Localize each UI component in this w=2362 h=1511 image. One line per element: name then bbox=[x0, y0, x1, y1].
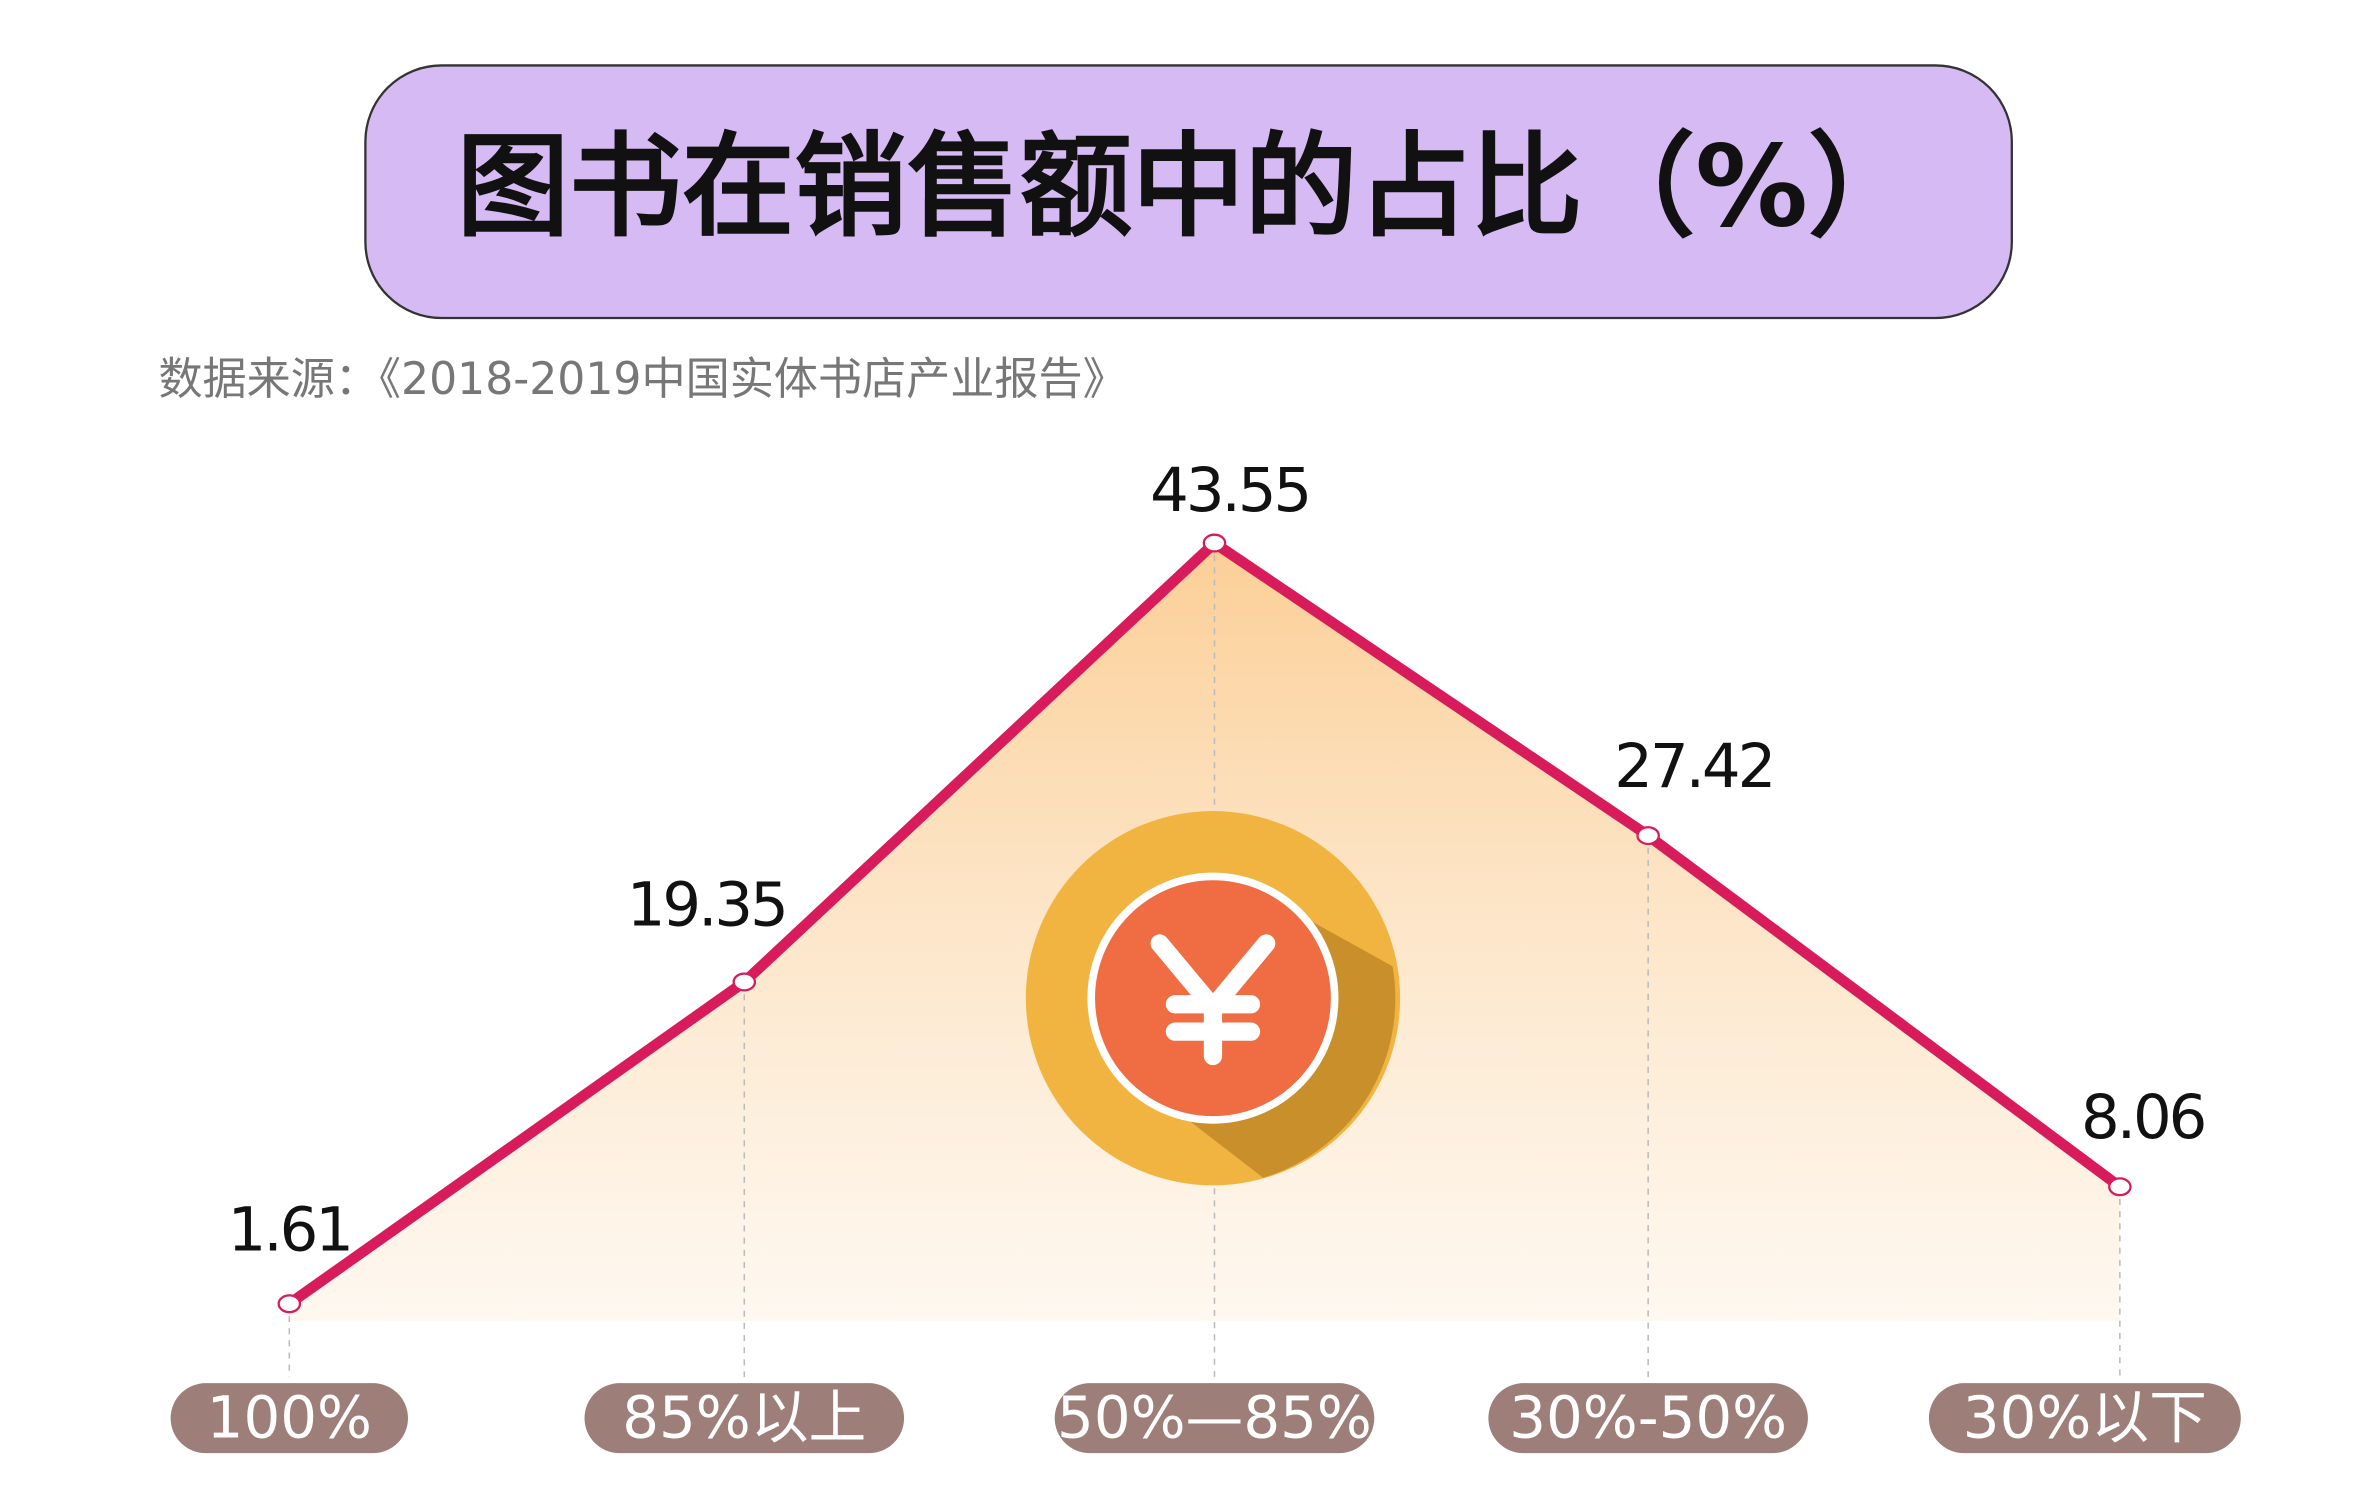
marker bbox=[2108, 1177, 2132, 1197]
category-pill bbox=[584, 1383, 905, 1454]
yen-sign bbox=[1150, 934, 1276, 1066]
category-pill bbox=[1054, 1383, 1375, 1454]
marker bbox=[1202, 533, 1227, 553]
x-tick-label: 30%-50% bbox=[1509, 1383, 1787, 1451]
title-box bbox=[364, 64, 2013, 320]
category-pill bbox=[1488, 1383, 1808, 1454]
data-label: 1.61 bbox=[228, 1195, 351, 1265]
marker bbox=[732, 972, 757, 992]
x-tick-label: 30%以下 bbox=[1963, 1383, 2207, 1451]
x-tick-label: 50%—85% bbox=[1057, 1383, 1372, 1451]
x-tick-label: 85%以上 bbox=[622, 1383, 866, 1451]
x-tick-label: 100% bbox=[207, 1383, 372, 1451]
marker bbox=[1636, 826, 1660, 846]
category-pill bbox=[1928, 1383, 2241, 1454]
data-label: 19.35 bbox=[627, 871, 786, 941]
data-label: 27.42 bbox=[1614, 732, 1773, 802]
data-label: 43.55 bbox=[1150, 456, 1309, 526]
chart-title: 图书在销售额中的占比（%） bbox=[457, 121, 1921, 253]
data-label: 8.06 bbox=[2081, 1083, 2204, 1153]
marker bbox=[277, 1294, 302, 1314]
category-pill bbox=[170, 1383, 409, 1454]
plot: 1.61 100% 19.35 85%以上 43.55 50%—85% 27.42 30%-5… bbox=[170, 456, 2241, 1454]
chart-subtitle: 数据来源：《2018-2019中国实体书店产业报告》 bbox=[158, 354, 1126, 405]
